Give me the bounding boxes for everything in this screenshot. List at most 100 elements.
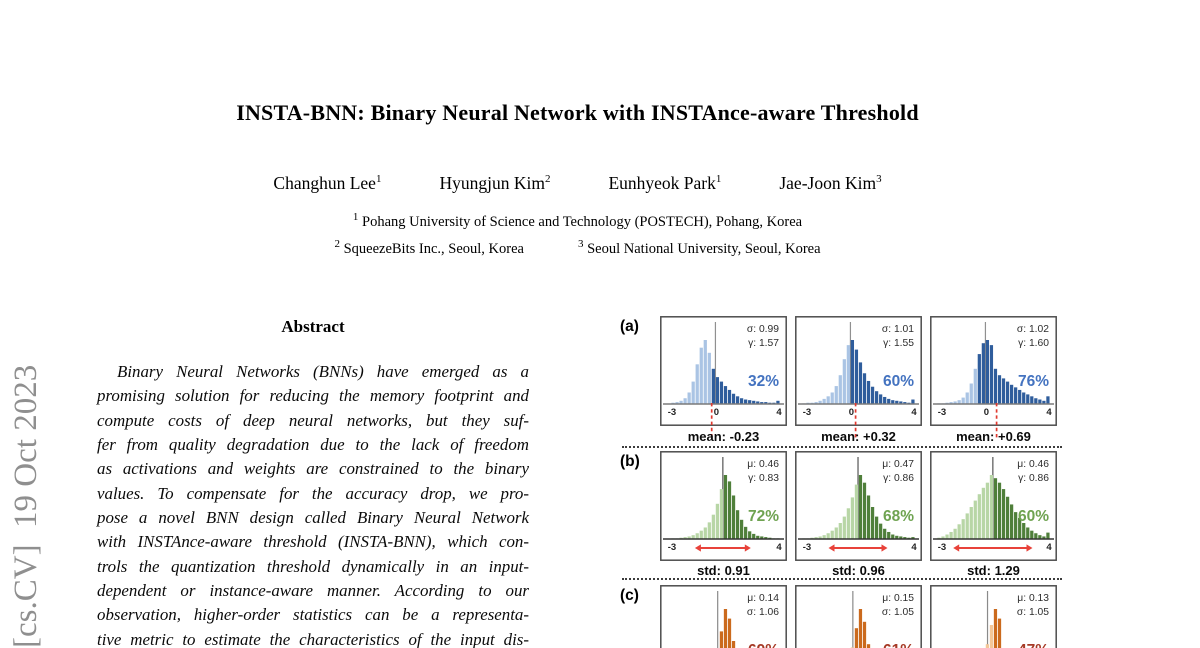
svg-text:μ: 0.46: μ: 0.46 bbox=[747, 459, 779, 470]
svg-text:γ: 0.83: γ: 0.83 bbox=[748, 473, 779, 484]
svg-text:σ: 1.05: σ: 1.05 bbox=[882, 607, 914, 618]
histogram-panel-a1: -3 0 4 σ: 0.99 γ: 1.57 32% bbox=[660, 316, 787, 440]
author-superscript: 1 bbox=[715, 173, 722, 186]
svg-text:σ: 0.99: σ: 0.99 bbox=[747, 324, 779, 335]
author-superscript: 2 bbox=[544, 173, 551, 186]
affiliation-line-1: 1 Pohang University of Science and Techn… bbox=[0, 211, 1155, 231]
svg-text:32%: 32% bbox=[748, 373, 779, 390]
author-name: Eunhyeok Park bbox=[608, 173, 716, 193]
abstract-line: tive metric to estimate the characterist… bbox=[97, 629, 529, 648]
svg-text:μ: 0.46: μ: 0.46 bbox=[1017, 459, 1049, 470]
svg-text:4: 4 bbox=[911, 407, 917, 418]
svg-text:σ: 1.06: σ: 1.06 bbox=[747, 607, 779, 618]
histogram-panel-b3: -3 4 μ: 0.46 γ: 0.86 60% bbox=[930, 451, 1057, 575]
abstract-line: compute costs of deep neural networks, b… bbox=[97, 410, 529, 430]
svg-text:4: 4 bbox=[776, 407, 782, 418]
svg-text:47%: 47% bbox=[1018, 642, 1049, 648]
affiliation-text: Pohang University of Science and Technol… bbox=[362, 213, 803, 230]
abstract-heading: Abstract bbox=[281, 317, 345, 336]
panel-bottom-label: std: 0.91 bbox=[697, 563, 750, 578]
svg-text:-3: -3 bbox=[668, 407, 676, 418]
svg-text:μ: 0.15: μ: 0.15 bbox=[882, 593, 914, 604]
affiliation-text: SqueezeBits Inc., Seoul, Korea bbox=[343, 240, 524, 257]
abstract-line: observation, higher-order statistics can… bbox=[97, 605, 529, 625]
svg-text:0: 0 bbox=[714, 407, 719, 418]
affiliation-superscript: 2 bbox=[334, 238, 340, 250]
panel-bottom-label: mean: -0.23 bbox=[687, 429, 760, 444]
svg-text:-3: -3 bbox=[938, 542, 946, 553]
abstract-body: Binary Neural Networks (BNNs) have emerg… bbox=[97, 360, 529, 648]
abstract-line: as activations and weights are constrain… bbox=[97, 459, 529, 479]
panel-bottom-label: std: 1.29 bbox=[967, 563, 1020, 578]
abstract-line: with INSTAnce-aware threshold (INSTA-BNN… bbox=[97, 532, 529, 552]
abstract-line: values. To compensate for the accuracy d… bbox=[97, 483, 529, 503]
svg-text:72%: 72% bbox=[748, 508, 779, 525]
svg-text:γ: 0.86: γ: 0.86 bbox=[1018, 473, 1049, 484]
svg-text:60%: 60% bbox=[1018, 508, 1049, 525]
svg-text:0: 0 bbox=[984, 407, 989, 418]
author-name: Changhun Lee bbox=[273, 173, 376, 193]
histogram-panel-a3: -3 0 4 σ: 1.02 γ: 1.60 76% bbox=[930, 316, 1057, 440]
svg-text:69%: 69% bbox=[748, 642, 779, 648]
author-name: Hyungjun Kim bbox=[439, 173, 545, 193]
author-list: Changhun Lee1 Hyungjun Kim2 Eunhyeok Park1… bbox=[0, 173, 1155, 194]
svg-text:4: 4 bbox=[1046, 542, 1052, 553]
author: Hyungjun Kim2 bbox=[439, 173, 550, 193]
svg-text:σ: 1.02: σ: 1.02 bbox=[1017, 324, 1049, 335]
svg-text:61%: 61% bbox=[883, 642, 914, 648]
panel-bottom-label: std: 0.96 bbox=[832, 563, 885, 578]
svg-text:γ: 1.57: γ: 1.57 bbox=[748, 338, 779, 349]
abstract-section: Abstract Binary Neural Networks (BNNs) h… bbox=[97, 317, 529, 648]
affiliation-item: 2 SqueezeBits Inc., Seoul, Korea bbox=[334, 238, 524, 257]
affiliation-superscript: 3 bbox=[577, 238, 584, 250]
author: Changhun Lee1 bbox=[273, 173, 381, 193]
svg-text:μ: 0.14: μ: 0.14 bbox=[747, 593, 779, 604]
abstract-line: pose a novel BNN design called Binary Ne… bbox=[97, 508, 529, 528]
abstract-line: trols the quantization threshold dynamic… bbox=[97, 556, 529, 576]
figure-row-label: (c) bbox=[620, 587, 639, 604]
affiliation-superscript: 1 bbox=[352, 211, 359, 223]
svg-text:-3: -3 bbox=[938, 407, 946, 418]
svg-text:0: 0 bbox=[849, 407, 854, 418]
paper-title: INSTA-BNN: Binary Neural Network with IN… bbox=[236, 100, 919, 125]
svg-text:-3: -3 bbox=[803, 542, 811, 553]
histogram-panel-a2: -3 0 4 σ: 1.01 γ: 1.55 60% bbox=[795, 316, 922, 440]
svg-text:-3: -3 bbox=[668, 542, 676, 553]
svg-text:76%: 76% bbox=[1018, 373, 1049, 390]
svg-text:σ: 1.01: σ: 1.01 bbox=[882, 324, 914, 335]
abstract-line: fer from quality degradation due to the … bbox=[97, 435, 529, 455]
histogram-panel-c3: -34μ: 0.13σ: 1.0547% bbox=[930, 585, 1057, 648]
affiliation-line-2: 2 SqueezeBits Inc., Seoul, Korea 3 Seoul … bbox=[0, 238, 1155, 258]
figure-row-label: (b) bbox=[620, 453, 640, 470]
svg-text:σ: 1.05: σ: 1.05 bbox=[1017, 607, 1049, 618]
abstract-line: promising solution for reducing the memo… bbox=[97, 386, 529, 406]
histogram-panel-b2: -3 4 μ: 0.47 γ: 0.86 68% bbox=[795, 451, 922, 575]
panel-bottom-label: mean: +0.69 bbox=[956, 429, 1031, 444]
svg-text:68%: 68% bbox=[883, 508, 914, 525]
svg-text:60%: 60% bbox=[883, 373, 914, 390]
svg-text:γ: 1.55: γ: 1.55 bbox=[883, 338, 914, 349]
svg-text:4: 4 bbox=[776, 542, 782, 553]
svg-text:γ: 0.86: γ: 0.86 bbox=[883, 473, 914, 484]
figure-row-label: (a) bbox=[620, 318, 639, 335]
author: Jae-Joon Kim3 bbox=[779, 173, 881, 193]
author-superscript: 1 bbox=[375, 173, 382, 186]
svg-text:μ: 0.13: μ: 0.13 bbox=[1017, 593, 1049, 604]
svg-text:γ: 1.60: γ: 1.60 bbox=[1018, 338, 1049, 349]
author: Eunhyeok Park1 bbox=[608, 173, 721, 193]
histogram-panel-b1: -3 4 μ: 0.46 γ: 0.83 72% bbox=[660, 451, 787, 575]
panel-bottom-label: mean: +0.32 bbox=[821, 429, 896, 444]
affiliation-text: Seoul National University, Seoul, Korea bbox=[587, 240, 821, 257]
abstract-line: Binary Neural Networks (BNNs) have emerg… bbox=[117, 362, 529, 381]
affiliation-item: 1 Pohang University of Science and Techn… bbox=[352, 211, 803, 230]
svg-text:-3: -3 bbox=[803, 407, 811, 418]
svg-text:μ: 0.47: μ: 0.47 bbox=[882, 459, 914, 470]
affiliation-item: 3 Seoul National University, Seoul, Kore… bbox=[577, 238, 821, 257]
author-superscript: 3 bbox=[876, 173, 882, 186]
histogram-panel-c1: -34μ: 0.14σ: 1.0669% bbox=[660, 585, 787, 648]
author-name: Jae-Joon Kim bbox=[779, 173, 877, 193]
row-separator bbox=[622, 446, 1062, 448]
row-separator bbox=[622, 578, 1062, 580]
